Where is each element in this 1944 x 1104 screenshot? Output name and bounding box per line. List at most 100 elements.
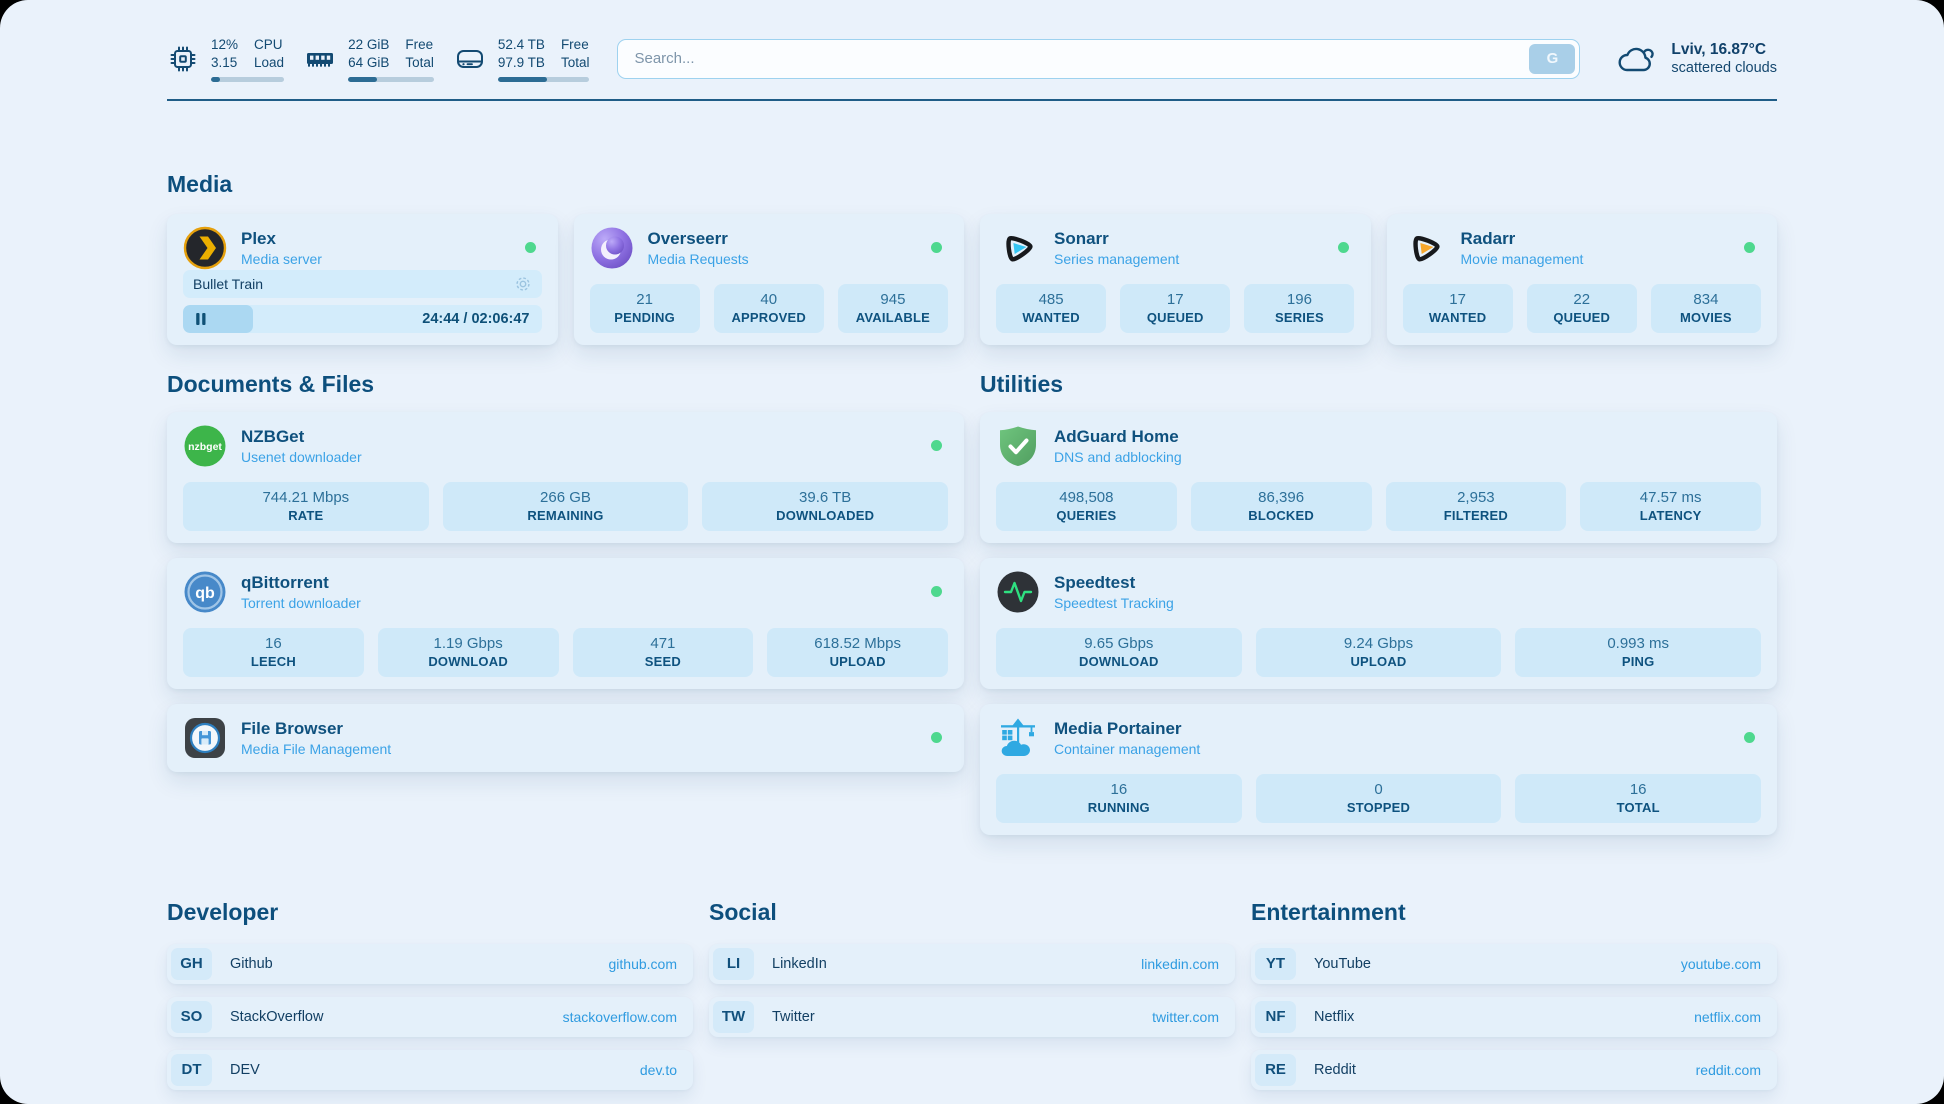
stat-value: 834	[1693, 290, 1719, 308]
search-input[interactable]	[617, 38, 1581, 79]
stat-box: 2,953 FILTERED	[1385, 481, 1567, 531]
bookmark-name: Twitter	[772, 1008, 815, 1025]
status-online-dot	[931, 586, 942, 598]
bookmark-github[interactable]: GH Github github.com	[167, 943, 693, 984]
stat-label: UPLOAD	[1350, 653, 1407, 669]
plex-header: Plex Media server	[183, 226, 542, 270]
nzbget-header: nzbget NZBGet Usenet downloader	[183, 424, 948, 468]
bookmark-name: Github	[230, 955, 273, 972]
app-card-plex[interactable]: Plex Media server Bullet Train	[167, 213, 558, 345]
stat-box: 1.19 Gbps DOWNLOAD	[377, 627, 559, 677]
media-card-grid: Plex Media server Bullet Train	[167, 213, 1777, 345]
app-card-filebrowser[interactable]: File Browser Media File Management	[167, 703, 964, 772]
stat-label: STOPPED	[1346, 799, 1411, 815]
pause-icon	[196, 312, 206, 325]
bookmark-abbr: GH	[171, 947, 212, 980]
stat-box: 17 QUEUED	[1120, 283, 1231, 333]
bookmark-dev[interactable]: DT DEV dev.to	[167, 1049, 693, 1090]
utilities-column: Utilities	[980, 371, 1777, 835]
filebrowser-titles: File Browser Media File Management	[241, 719, 917, 757]
weather-location-temp: Lviv, 16.87°C	[1671, 41, 1767, 59]
status-online-dot	[931, 242, 942, 254]
bookmark-group-social: Social LI LinkedIn linkedin.com TW Twitt…	[709, 899, 1235, 1037]
app-card-radarr[interactable]: Radarr Movie management 17 WANTED 22 QUE…	[1386, 213, 1777, 345]
stat-box: 471 SEED	[572, 627, 754, 677]
bookmark-twitter[interactable]: TW Twitter twitter.com	[709, 996, 1235, 1037]
memory-usage-bar	[348, 76, 434, 82]
stat-label: QUERIES	[1056, 507, 1117, 523]
memory-widget-body: 22 GiB 64 GiB Free Total	[348, 36, 434, 82]
bookmark-netflix[interactable]: NF Netflix netflix.com	[1251, 996, 1777, 1037]
stat-value: 0	[1374, 780, 1383, 798]
bookmark-linkedin[interactable]: LI LinkedIn linkedin.com	[709, 943, 1235, 984]
disk-values: 52.4 TB 97.9 TB	[497, 37, 545, 70]
weather-widget[interactable]: Lviv, 16.87°C scattered clouds	[1616, 41, 1777, 76]
stat-value: 86,396	[1258, 488, 1305, 506]
bookmark-url: reddit.com	[1695, 1061, 1761, 1078]
stat-box: 16 TOTAL	[1515, 773, 1761, 823]
qbittorrent-icon: qb	[184, 571, 226, 613]
app-name: Overseerr	[647, 228, 728, 248]
app-card-qbittorrent[interactable]: qb qBittorrent Torrent downloader 16	[167, 557, 964, 689]
app-subtitle: Torrent downloader	[241, 594, 361, 611]
search-bar: G	[617, 38, 1581, 79]
bookmark-abbr: DT	[171, 1053, 212, 1086]
stat-box: 945 AVAILABLE	[837, 283, 948, 333]
stat-label: SEED	[644, 653, 681, 669]
stat-box: 0 STOPPED	[1255, 773, 1502, 823]
stat-label: AVAILABLE	[855, 309, 931, 325]
bookmark-stackoverflow[interactable]: SO StackOverflow stackoverflow.com	[167, 996, 693, 1037]
disk-usage-bar	[497, 76, 590, 82]
player-settings-button[interactable]	[514, 275, 532, 293]
bookmark-youtube[interactable]: YT YouTube youtube.com	[1251, 943, 1777, 984]
app-card-overseerr[interactable]: Overseerr Media Requests 21 PENDING 40 A…	[573, 213, 964, 345]
portainer-stats: 16 RUNNING 0 STOPPED 16 TOTAL	[996, 760, 1761, 823]
speedtest-header: Speedtest Speedtest Tracking	[996, 570, 1761, 614]
search-engine-button[interactable]: G	[1529, 43, 1576, 74]
app-subtitle: Speedtest Tracking	[1054, 594, 1174, 611]
stat-box: 17 WANTED	[1402, 283, 1513, 333]
bookmark-name: DEV	[230, 1061, 260, 1078]
stat-value: 2,953	[1457, 488, 1495, 506]
overseerr-stats: 21 PENDING 40 APPROVED 945 AVAILABLE	[589, 270, 949, 333]
stat-value: 40	[760, 290, 778, 308]
filebrowser-header: File Browser Media File Management	[183, 716, 948, 760]
bookmark-name: LinkedIn	[772, 955, 827, 972]
status-online-dot	[1337, 242, 1349, 254]
stat-label: DOWNLOADED	[776, 507, 875, 523]
pause-button[interactable]	[195, 312, 207, 325]
overseerr-titles: Overseerr Media Requests	[648, 229, 918, 267]
bookmark-url: netflix.com	[1694, 1008, 1761, 1025]
stat-box: 21 PENDING	[589, 283, 700, 333]
stat-box: 618.52 Mbps UPLOAD	[767, 627, 948, 677]
bookmark-url: youtube.com	[1680, 955, 1761, 972]
app-card-speedtest[interactable]: Speedtest Speedtest Tracking 9.65 Gbps D…	[980, 557, 1777, 689]
app-name: NZBGet	[241, 426, 305, 446]
radarr-titles: Radarr Movie management	[1461, 229, 1731, 267]
stat-box: 834 MOVIES	[1650, 283, 1761, 333]
bookmark-group-entertainment: Entertainment YT YouTube youtube.com NF …	[1251, 899, 1777, 1090]
stat-label: DOWNLOAD	[1079, 653, 1159, 669]
cpu-labels: CPU Load	[254, 37, 285, 70]
stat-label: SERIES	[1274, 309, 1324, 325]
stat-value: 17	[1166, 290, 1184, 308]
stat-box: 39.6 TB DOWNLOADED	[702, 481, 948, 531]
stat-label: TOTAL	[1616, 799, 1660, 815]
section-title-utilities: Utilities	[980, 370, 1064, 397]
app-subtitle: Usenet downloader	[241, 448, 362, 465]
app-subtitle: Media File Management	[241, 740, 392, 757]
stat-value: 21	[636, 290, 653, 308]
adguard-header: AdGuard Home DNS and adblocking	[996, 424, 1761, 468]
app-name: Media Portainer	[1054, 718, 1182, 738]
app-card-nzbget[interactable]: nzbget NZBGet Usenet downloader 744.21 M…	[167, 411, 964, 543]
speedtest-icon	[997, 571, 1039, 613]
stat-box: 47.57 ms LATENCY	[1580, 481, 1761, 531]
stat-box: 266 GB REMAINING	[442, 481, 689, 531]
stat-value: 485	[1038, 290, 1064, 308]
app-card-portainer[interactable]: Media Portainer Container management 16 …	[980, 703, 1777, 835]
app-card-adguard[interactable]: AdGuard Home DNS and adblocking 498,508 …	[980, 411, 1777, 543]
bookmark-reddit[interactable]: RE Reddit reddit.com	[1251, 1049, 1777, 1090]
app-card-sonarr[interactable]: Sonarr Series management 485 WANTED 17 Q…	[980, 213, 1371, 345]
stat-label: LEECH	[250, 653, 296, 669]
stat-value: 9.24 Gbps	[1343, 634, 1414, 652]
